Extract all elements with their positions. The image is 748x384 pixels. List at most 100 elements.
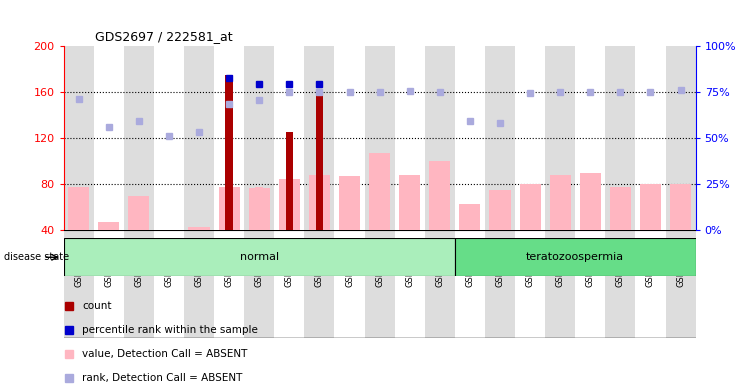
Bar <box>605 230 636 338</box>
Bar <box>515 230 545 338</box>
Bar <box>304 230 334 338</box>
Bar <box>339 176 360 230</box>
Bar <box>94 46 123 230</box>
Text: GSM158466: GSM158466 <box>165 236 174 286</box>
Bar <box>364 230 395 338</box>
Bar <box>304 46 334 230</box>
Bar <box>515 46 545 230</box>
Bar <box>425 46 455 230</box>
Text: GSM158470: GSM158470 <box>285 236 294 286</box>
Text: GSM158474: GSM158474 <box>405 236 414 286</box>
Bar <box>605 46 636 230</box>
Bar <box>94 230 123 338</box>
Bar <box>64 46 94 230</box>
Bar <box>369 153 390 230</box>
Text: teratozoospermia: teratozoospermia <box>526 252 625 262</box>
Bar <box>677 184 684 230</box>
Bar <box>275 46 304 230</box>
Text: GSM158472: GSM158472 <box>345 236 354 286</box>
Bar <box>575 46 605 230</box>
Bar <box>316 92 323 230</box>
Bar <box>225 75 233 230</box>
Bar <box>459 204 480 230</box>
Bar <box>364 46 395 230</box>
Bar <box>248 188 270 230</box>
Bar <box>129 196 150 230</box>
Text: count: count <box>82 301 111 311</box>
Bar <box>545 46 575 230</box>
Bar <box>105 225 112 230</box>
Text: disease state: disease state <box>4 252 69 262</box>
Bar <box>279 179 300 230</box>
Text: GSM158475: GSM158475 <box>435 236 444 286</box>
Text: GSM158479: GSM158479 <box>556 236 565 286</box>
Bar <box>309 175 330 230</box>
Text: GSM158483: GSM158483 <box>676 236 685 286</box>
Bar <box>545 230 575 338</box>
Bar <box>670 184 691 230</box>
Text: GSM158476: GSM158476 <box>465 236 474 286</box>
Bar <box>334 46 364 230</box>
Bar <box>489 190 511 230</box>
Bar <box>256 187 263 230</box>
Bar <box>640 184 661 230</box>
Text: GSM158482: GSM158482 <box>646 236 655 286</box>
Bar <box>485 46 515 230</box>
Bar <box>399 175 420 230</box>
Bar <box>550 175 571 230</box>
Bar <box>244 46 275 230</box>
Bar <box>575 230 605 338</box>
Bar <box>395 46 425 230</box>
Bar <box>64 230 94 338</box>
Bar <box>425 230 455 338</box>
Bar <box>135 198 143 230</box>
Bar <box>184 230 214 338</box>
Bar <box>616 187 624 230</box>
Bar <box>275 230 304 338</box>
Text: GSM158481: GSM158481 <box>616 236 625 286</box>
Bar <box>666 230 696 338</box>
Text: GSM158467: GSM158467 <box>194 236 203 286</box>
Text: GSM158473: GSM158473 <box>375 236 384 286</box>
Text: GSM158463: GSM158463 <box>74 236 83 286</box>
Bar <box>636 230 666 338</box>
Bar <box>666 46 696 230</box>
Bar <box>244 230 275 338</box>
Bar <box>218 187 239 230</box>
Text: value, Detection Call = ABSENT: value, Detection Call = ABSENT <box>82 349 248 359</box>
Bar <box>64 238 455 276</box>
Bar <box>334 230 364 338</box>
Bar <box>485 230 515 338</box>
Bar <box>123 46 154 230</box>
Bar <box>520 184 541 230</box>
Text: percentile rank within the sample: percentile rank within the sample <box>82 325 258 335</box>
Bar <box>395 230 425 338</box>
Bar <box>346 176 353 230</box>
Text: GSM158478: GSM158478 <box>526 236 535 286</box>
Bar <box>636 46 666 230</box>
Bar <box>527 184 534 230</box>
Bar <box>436 161 444 230</box>
Bar <box>455 230 485 338</box>
Bar <box>580 173 601 230</box>
Text: GSM158471: GSM158471 <box>315 236 324 286</box>
Text: GSM158468: GSM158468 <box>224 236 233 286</box>
Bar <box>123 230 154 338</box>
Bar <box>429 161 450 230</box>
Text: GSM158480: GSM158480 <box>586 236 595 286</box>
Bar <box>195 227 203 230</box>
Bar <box>98 222 119 230</box>
Bar <box>466 204 473 230</box>
Bar <box>496 190 503 230</box>
Text: rank, Detection Call = ABSENT: rank, Detection Call = ABSENT <box>82 373 242 383</box>
Bar <box>455 238 696 276</box>
Bar <box>406 175 414 230</box>
Bar <box>610 187 631 230</box>
Bar <box>184 46 214 230</box>
Text: normal: normal <box>239 252 279 262</box>
Text: GSM158469: GSM158469 <box>255 236 264 286</box>
Bar <box>286 132 293 230</box>
Bar <box>586 173 594 230</box>
Text: GSM158477: GSM158477 <box>495 236 504 286</box>
Bar <box>68 187 89 230</box>
